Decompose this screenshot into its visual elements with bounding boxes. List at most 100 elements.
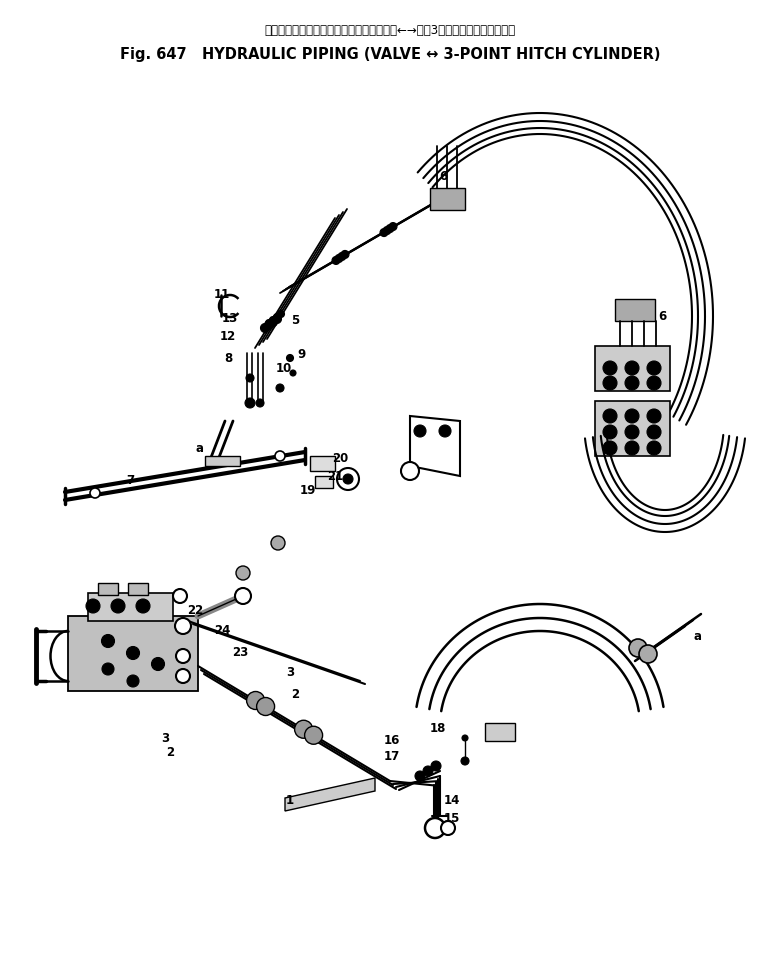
Text: 5: 5 <box>291 315 299 327</box>
Circle shape <box>462 735 468 741</box>
Circle shape <box>176 669 190 683</box>
Circle shape <box>176 649 190 663</box>
Text: 3: 3 <box>286 667 294 679</box>
Bar <box>615 299 655 321</box>
Circle shape <box>461 757 469 765</box>
Text: 8: 8 <box>224 352 232 364</box>
Circle shape <box>127 646 140 660</box>
Bar <box>595 346 670 391</box>
Bar <box>315 476 333 488</box>
Bar <box>205 456 240 466</box>
Circle shape <box>383 227 391 235</box>
Circle shape <box>603 441 617 455</box>
Text: 3: 3 <box>161 731 169 745</box>
Circle shape <box>102 635 115 647</box>
Text: 17: 17 <box>384 750 400 762</box>
Circle shape <box>625 441 639 455</box>
Circle shape <box>246 374 254 382</box>
Circle shape <box>152 658 165 670</box>
Circle shape <box>389 222 397 231</box>
Text: Fig. 647   HYDRAULIC PIPING (VALVE ↔ 3-POINT HITCH CYLINDER): Fig. 647 HYDRAULIC PIPING (VALVE ↔ 3-POI… <box>119 46 660 62</box>
Text: 23: 23 <box>232 646 248 660</box>
Text: 4: 4 <box>274 311 282 325</box>
Text: 14: 14 <box>444 794 460 808</box>
Bar <box>98 583 118 595</box>
Text: 20: 20 <box>332 451 348 465</box>
Circle shape <box>425 818 445 838</box>
Bar <box>88 593 173 621</box>
Bar <box>595 401 670 456</box>
Circle shape <box>629 639 647 657</box>
Circle shape <box>603 409 617 423</box>
Bar <box>430 188 465 210</box>
Circle shape <box>337 468 359 490</box>
Text: 6: 6 <box>439 169 448 183</box>
Text: 13: 13 <box>222 311 238 325</box>
Text: 7: 7 <box>126 474 134 488</box>
Circle shape <box>431 761 441 771</box>
Circle shape <box>273 315 281 324</box>
Circle shape <box>265 321 273 329</box>
Circle shape <box>603 361 617 375</box>
Circle shape <box>338 252 346 261</box>
Circle shape <box>86 599 100 613</box>
Circle shape <box>415 771 425 781</box>
Circle shape <box>247 692 265 709</box>
Circle shape <box>332 256 340 265</box>
Circle shape <box>625 425 639 439</box>
Circle shape <box>261 324 269 332</box>
Text: 10: 10 <box>276 361 292 375</box>
Circle shape <box>343 474 353 484</box>
Circle shape <box>625 376 639 390</box>
Text: 11: 11 <box>214 288 230 300</box>
Circle shape <box>275 451 285 461</box>
Text: 22: 22 <box>187 605 203 617</box>
Text: 21: 21 <box>327 469 343 482</box>
Circle shape <box>277 310 284 318</box>
Circle shape <box>341 250 349 259</box>
Circle shape <box>647 425 661 439</box>
Circle shape <box>603 425 617 439</box>
Circle shape <box>294 721 312 738</box>
Circle shape <box>441 821 455 835</box>
Text: 16: 16 <box>383 734 400 748</box>
Circle shape <box>271 536 285 550</box>
Text: 24: 24 <box>214 624 230 638</box>
Circle shape <box>625 409 639 423</box>
Circle shape <box>175 618 191 634</box>
Text: a: a <box>196 442 204 456</box>
Circle shape <box>287 355 294 361</box>
Circle shape <box>102 663 114 675</box>
Text: a: a <box>693 630 701 642</box>
Text: 2: 2 <box>166 747 174 759</box>
Circle shape <box>290 370 296 376</box>
Circle shape <box>647 441 661 455</box>
Bar <box>310 456 335 471</box>
Text: 15: 15 <box>444 811 460 825</box>
Circle shape <box>380 229 388 237</box>
Circle shape <box>647 376 661 390</box>
Circle shape <box>335 254 343 263</box>
Circle shape <box>439 425 451 437</box>
Circle shape <box>127 675 139 687</box>
Circle shape <box>386 224 394 233</box>
Text: 19: 19 <box>300 485 316 497</box>
Circle shape <box>236 566 250 580</box>
Polygon shape <box>285 778 375 811</box>
Circle shape <box>257 697 275 716</box>
Circle shape <box>266 320 273 327</box>
Circle shape <box>111 599 125 613</box>
Circle shape <box>269 318 277 327</box>
Text: 12: 12 <box>220 329 236 343</box>
Circle shape <box>647 361 661 375</box>
Circle shape <box>136 599 150 613</box>
Text: 1: 1 <box>286 794 294 808</box>
Circle shape <box>414 425 426 437</box>
Circle shape <box>276 384 284 392</box>
Text: 9: 9 <box>298 348 306 360</box>
Text: ハイドロリック　パイピング　バルブ　　←→　　3点　　ヒッチ　シリンダ: ハイドロリック パイピング バルブ ←→ 3点 ヒッチ シリンダ <box>265 24 515 38</box>
Circle shape <box>305 726 323 744</box>
Circle shape <box>173 589 187 603</box>
Text: 18: 18 <box>430 722 446 734</box>
Circle shape <box>90 488 100 498</box>
